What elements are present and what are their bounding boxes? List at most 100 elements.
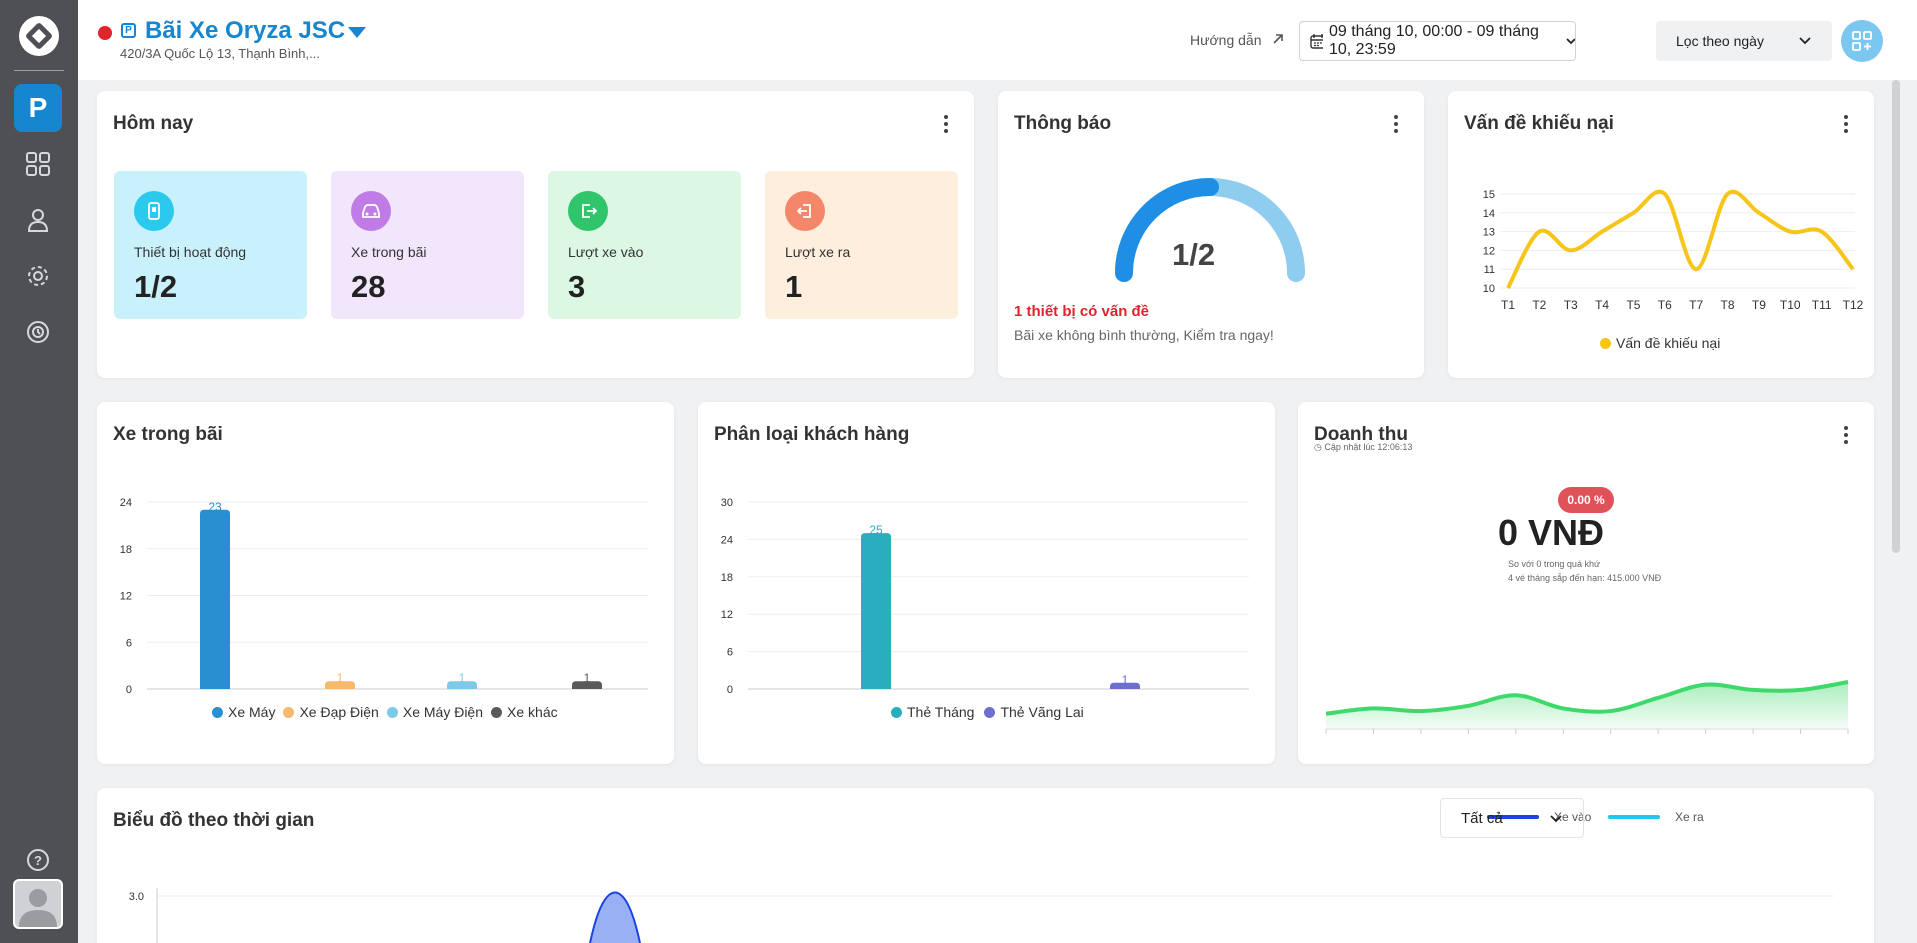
avatar-icon (19, 889, 57, 927)
x-tick-label: T7 (1689, 298, 1703, 312)
vehicles-legend: Xe Máy Xe Đạp Điện Xe Máy Điện Xe khác (212, 704, 558, 720)
parking-name[interactable]: Bãi Xe Oryza JSC (145, 17, 346, 44)
bar (200, 509, 230, 689)
vehicles-card: Xe trong bãi 0 6 12 18 24 23 1 1 1 Xe Máy Xe Đạp… (97, 402, 674, 764)
data-label: 1 (1122, 673, 1129, 687)
complaints-menu-icon[interactable] (1843, 115, 1849, 133)
avatar[interactable] (13, 879, 63, 929)
chevron-down-icon (1799, 37, 1811, 45)
add-widget-button[interactable] (1841, 20, 1883, 62)
y-tick-label: 0 (126, 684, 132, 696)
notice-menu-icon[interactable] (1393, 115, 1399, 133)
stat-label: Thiết bị hoạt động (134, 244, 247, 260)
revenue-area (1326, 682, 1848, 729)
parking-address: 420/3A Quốc Lộ 13, Thạnh Bình,... (120, 46, 320, 61)
sidebar-item-users[interactable] (24, 206, 52, 234)
data-label: 1 (584, 671, 591, 685)
filter-select-value: Lọc theo ngày (1676, 33, 1764, 49)
series-peak (589, 891, 641, 943)
legend-swatch (212, 706, 223, 718)
stat-entries: Lượt xe vào 3 (548, 171, 741, 319)
legend-swatch (1600, 337, 1611, 349)
vehicles-title: Xe trong bãi (113, 424, 223, 445)
timeline-filter-select[interactable]: Tất cả (1440, 798, 1584, 838)
timeline-title: Biểu đồ theo thời gian (113, 810, 315, 831)
sidebar-item-history[interactable] (24, 318, 52, 346)
legend-label: Xe khác (507, 704, 558, 720)
customers-chart: 0 6 12 18 24 30 25 1 (721, 497, 1249, 696)
legend-label: Xe ra (1675, 810, 1704, 824)
y-tick-label: 10 (1483, 283, 1495, 295)
revenue-menu-icon[interactable] (1843, 426, 1849, 444)
data-label: 1 (337, 671, 344, 685)
x-tick-label: T8 (1721, 298, 1735, 312)
device-icon (134, 191, 174, 231)
stat-value: 1/2 (134, 269, 178, 304)
today-title: Hôm nay (113, 113, 194, 134)
x-tick-label: T9 (1752, 298, 1766, 312)
bar (447, 681, 477, 689)
sidebar-item-parking[interactable]: P (14, 84, 62, 132)
y-tick-label: 24 (120, 497, 132, 509)
vehicles-chart: 0 6 12 18 24 23 1 1 1 (120, 497, 648, 696)
today-card: Hôm nay Thiết bị hoạt động 1/2 Xe trong … (97, 91, 974, 378)
page-scrollbar[interactable] (1892, 80, 1900, 553)
y-tick-label: 24 (721, 534, 733, 546)
gauge-value: 1/2 (1172, 237, 1216, 272)
y-tick-label: 11 (1484, 264, 1495, 276)
legend-label: Xe vào (1554, 810, 1592, 824)
user-icon (27, 209, 49, 232)
help-icon: ? (27, 849, 49, 871)
complaints-title: Vấn đề khiếu nại (1464, 113, 1614, 134)
data-label: 1 (459, 671, 466, 685)
warning-title: 1 thiết bị có vấn đề (1014, 303, 1150, 320)
parking-icon: P (28, 92, 48, 123)
sidebar-item-dashboard[interactable] (24, 150, 52, 178)
gear-icon (28, 266, 48, 286)
car-icon (351, 191, 391, 231)
legend-swatch (984, 706, 996, 718)
stat-value: 28 (351, 269, 386, 304)
sidebar-help[interactable]: ? (24, 846, 52, 874)
date-range-picker[interactable]: 09 tháng 10, 00:00 - 09 tháng 10, 23:59 (1299, 21, 1576, 61)
revenue-card: Doanh thu ◷ Cập nhật lúc 12:06:13 0.00 %… (1298, 402, 1874, 764)
svg-text:?: ? (34, 853, 42, 868)
legend-label: Vấn đề khiếu nại (1616, 335, 1721, 351)
grid-icon (26, 152, 50, 176)
exit-icon (785, 191, 825, 231)
y-tick-label: 14 (1483, 208, 1495, 220)
x-tick-label: T4 (1595, 298, 1609, 312)
app-logo[interactable] (19, 16, 59, 56)
stat-exits: Lượt xe ra 1 (765, 171, 958, 319)
sidebar: P ? (0, 0, 78, 943)
revenue-line (1325, 680, 1849, 716)
chevron-down-icon (1566, 38, 1575, 45)
x-tick-label: T3 (1564, 298, 1578, 312)
y-tick-label: 13 (1483, 227, 1495, 239)
filter-select[interactable]: Lọc theo ngày (1656, 21, 1832, 61)
legend-label: Xe Máy (228, 704, 276, 720)
legend-label: Thẻ Vãng Lai (1000, 704, 1084, 720)
gauge-fill (1115, 178, 1219, 282)
x-tick-label: T1 (1501, 298, 1515, 312)
x-tick-label: T6 (1658, 298, 1672, 312)
y-tick-label: 6 (727, 647, 733, 659)
x-tick-label: T11 (1812, 298, 1832, 312)
stat-label: Lượt xe vào (568, 244, 644, 260)
legend-swatch (283, 706, 295, 718)
parking-dropdown-caret-icon[interactable] (348, 27, 366, 38)
y-tick-label: 30 (721, 497, 733, 509)
revenue-expiring: 4 vé tháng sắp đến hạn: 415.000 VNĐ (1508, 573, 1662, 583)
timeline-filter-value: Tất cả (1461, 809, 1503, 827)
status-dot (98, 26, 112, 40)
complaints-legend: Vấn đề khiếu nại (1600, 335, 1720, 351)
calendar-icon (1310, 34, 1323, 49)
sidebar-item-settings[interactable] (24, 262, 52, 290)
y-tick-label: 6 (126, 637, 132, 649)
today-menu-icon[interactable] (943, 115, 949, 133)
bar (572, 681, 602, 689)
guide-link[interactable]: Hướng dẫn (1190, 32, 1262, 48)
history-icon (27, 321, 49, 343)
external-link-icon[interactable] (1271, 32, 1285, 46)
complaints-chart: 10 11 12 13 14 15 T1 T2 T3 T4 T5 T6 T7 T8 T9 T10 T11 T12 (1483, 189, 1864, 312)
